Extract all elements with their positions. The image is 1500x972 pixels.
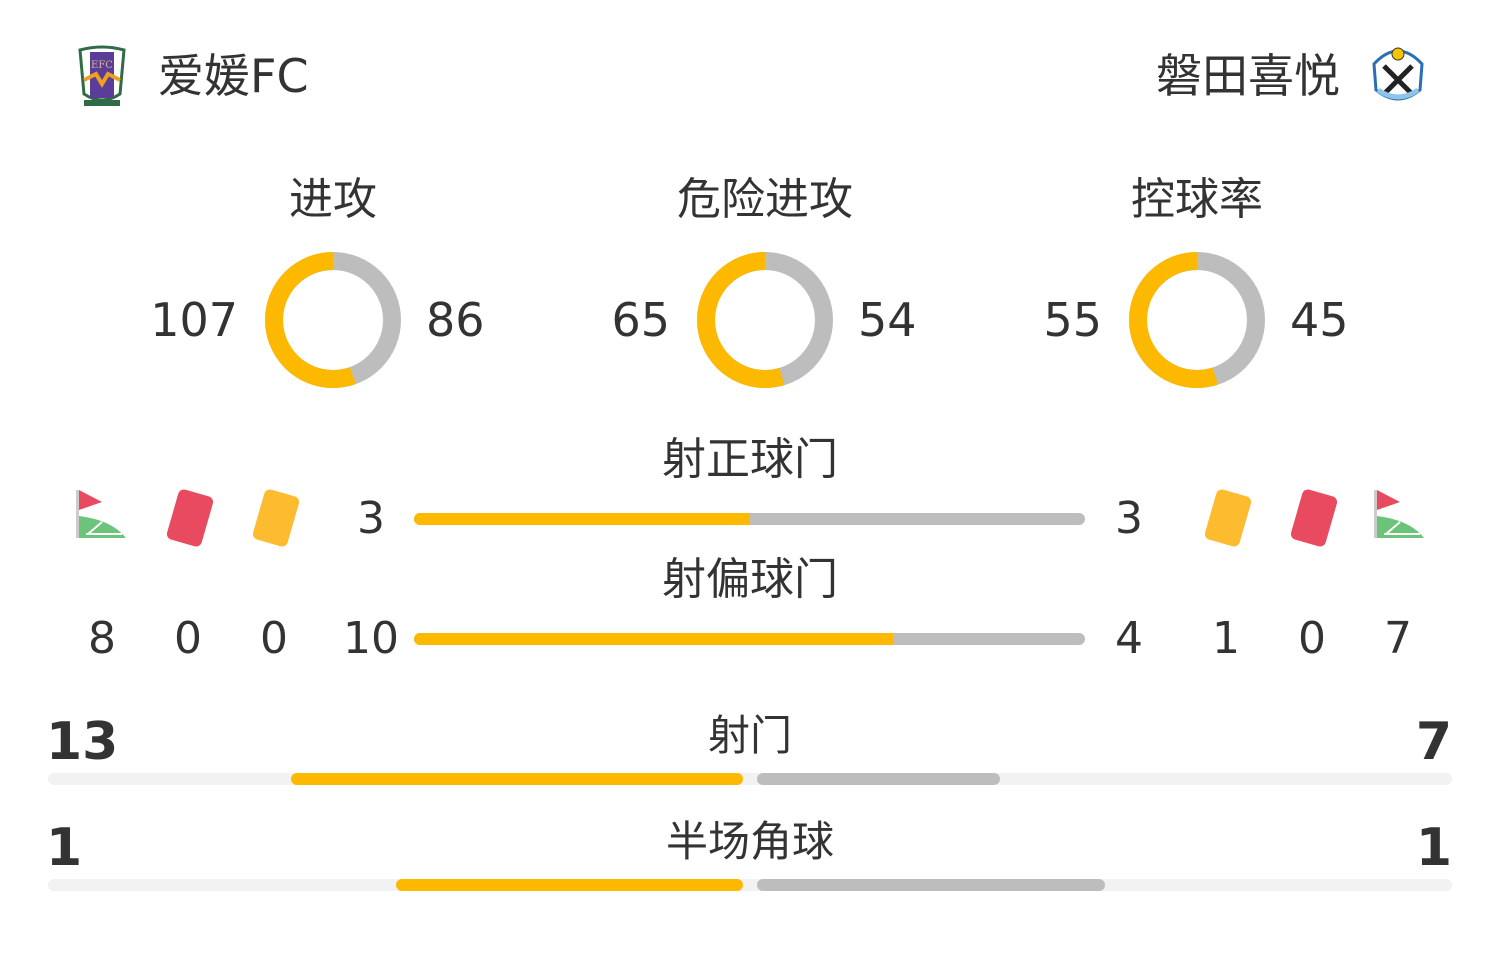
donut-home-value: 107 [150,293,238,347]
shots-off-target-bar [414,633,1085,645]
donut-away-value: 54 [858,293,917,347]
donut-away-value: 86 [426,293,485,347]
home-corners: 8 [88,613,116,664]
shots-off-target-label: 射偏球门 [662,554,838,605]
away-shots-on-target: 3 [1115,493,1143,544]
home-share-fill [414,633,894,645]
total-track [48,773,1452,785]
yellow-card-icon [244,486,304,554]
away-yellow-cards: 1 [1212,613,1240,664]
away-red-cards: 0 [1298,613,1326,664]
home-yellow-cards: 0 [260,613,288,664]
corner-flag-icon [1370,486,1426,546]
total-home-value: 13 [46,712,119,772]
away-corners: 7 [1384,613,1412,664]
donut-label: 控球率 [1131,174,1263,225]
home-red-cards: 0 [174,613,202,664]
donut-label: 进攻 [289,174,377,225]
yellow-card-icon [1196,486,1256,554]
home-shots-off-target: 10 [343,613,399,664]
total-away-bar [757,773,1001,785]
donut-label: 危险进攻 [677,174,853,225]
donut-away-value: 45 [1290,293,1349,347]
home-team-logo: EFC [78,45,126,106]
shots-on-target-label: 射正球门 [662,434,838,485]
total-home-value: 1 [46,818,83,878]
donut-chart [1129,252,1265,388]
shots-on-target-bar [414,513,1085,525]
total-away-value: 1 [1415,818,1452,878]
total-home-bar [395,879,743,891]
home-share-fill [414,513,750,525]
total-away-bar [757,879,1105,891]
donut-home-arc [1129,252,1265,388]
total-label: 半场角球 [665,817,834,866]
red-card-icon [1282,486,1342,554]
donut-home-value: 65 [611,293,670,347]
home-shots-on-target: 3 [357,493,385,544]
donut-home-arc [697,252,833,388]
total-home-bar [291,773,743,785]
home-team-name: 爱媛FC [158,49,309,103]
red-card-icon [158,486,218,554]
total-label: 射门 [707,711,792,760]
away-team-name: 磐田喜悦 [1156,49,1340,103]
away-shots-off-target: 4 [1115,613,1143,664]
away-team-logo [1372,47,1424,101]
total-away-value: 7 [1415,712,1452,772]
donut-chart [697,252,833,388]
total-track [48,879,1452,891]
svg-text:EFC: EFC [91,60,113,71]
donut-home-value: 55 [1043,293,1102,347]
donut-chart [265,252,401,388]
corner-flag-icon [72,486,128,546]
donut-home-arc [265,252,401,388]
